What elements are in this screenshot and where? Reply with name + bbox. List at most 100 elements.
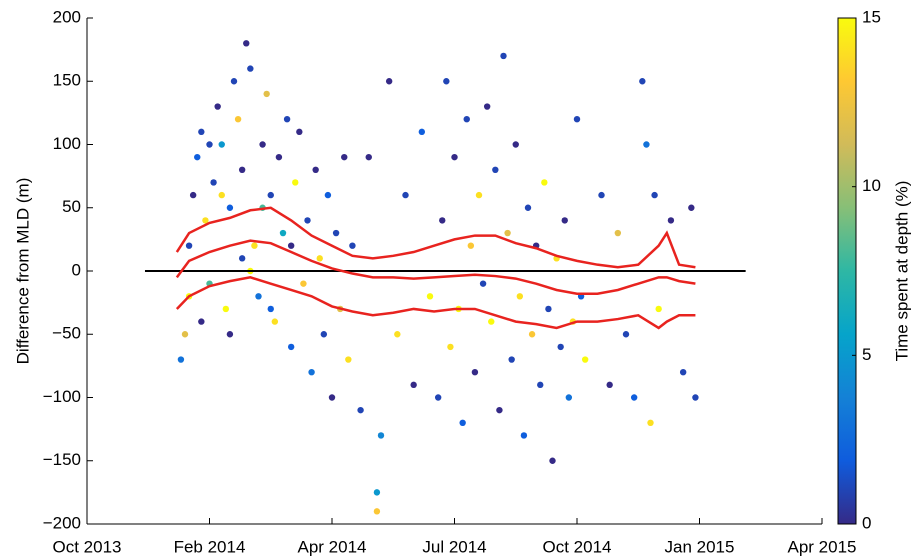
point bbox=[263, 90, 270, 98]
point bbox=[345, 356, 352, 363]
y-axis-label: Difference from MLD (m) bbox=[13, 178, 32, 365]
point bbox=[426, 293, 434, 300]
point bbox=[512, 141, 519, 148]
point bbox=[565, 394, 573, 401]
quantile-line bbox=[175, 239, 696, 296]
point bbox=[210, 179, 217, 186]
point bbox=[218, 141, 225, 148]
point bbox=[467, 242, 475, 249]
point bbox=[251, 242, 258, 249]
point bbox=[304, 217, 311, 224]
point bbox=[267, 191, 274, 199]
point bbox=[630, 394, 638, 401]
point bbox=[300, 280, 307, 287]
point bbox=[238, 166, 246, 173]
point bbox=[496, 406, 503, 414]
point bbox=[243, 40, 250, 47]
point bbox=[296, 128, 303, 136]
quantile-line bbox=[175, 276, 696, 330]
point bbox=[181, 331, 189, 338]
y-tick-label: −100 bbox=[43, 387, 81, 406]
point bbox=[373, 508, 381, 515]
point bbox=[234, 116, 242, 123]
point bbox=[434, 394, 442, 401]
point bbox=[679, 369, 687, 376]
point bbox=[667, 217, 675, 224]
point bbox=[488, 318, 495, 325]
point bbox=[688, 204, 695, 211]
y-tick-label: 0 bbox=[72, 260, 81, 279]
point bbox=[528, 331, 536, 338]
point bbox=[524, 204, 532, 211]
point bbox=[463, 116, 470, 123]
point bbox=[218, 191, 225, 199]
point bbox=[447, 343, 454, 351]
point bbox=[271, 318, 279, 325]
point bbox=[357, 406, 364, 414]
point bbox=[639, 78, 646, 85]
colorbar-tick-label: 0 bbox=[862, 513, 871, 532]
point bbox=[377, 432, 385, 439]
point bbox=[394, 331, 401, 338]
point bbox=[504, 229, 511, 237]
point bbox=[459, 419, 466, 426]
point bbox=[324, 191, 332, 199]
x-tick-label: Jan 2015 bbox=[665, 537, 735, 556]
point bbox=[483, 103, 491, 110]
point bbox=[692, 394, 699, 401]
point bbox=[308, 369, 315, 376]
point bbox=[439, 217, 446, 224]
point bbox=[537, 381, 544, 389]
point bbox=[598, 191, 605, 199]
point bbox=[341, 153, 348, 161]
point bbox=[267, 305, 274, 313]
point bbox=[320, 331, 328, 338]
point bbox=[471, 369, 479, 376]
point bbox=[573, 116, 581, 123]
point bbox=[206, 141, 213, 148]
point bbox=[332, 229, 340, 237]
colorbar bbox=[837, 17, 857, 525]
point bbox=[287, 242, 295, 249]
point bbox=[443, 78, 450, 85]
point bbox=[312, 166, 319, 173]
point bbox=[222, 305, 230, 313]
point bbox=[226, 331, 234, 338]
point bbox=[508, 356, 515, 363]
y-tick-label: 150 bbox=[53, 71, 81, 90]
point bbox=[622, 331, 630, 338]
point bbox=[545, 305, 552, 313]
point bbox=[328, 394, 336, 401]
point bbox=[475, 191, 483, 199]
point bbox=[418, 128, 426, 136]
point bbox=[349, 242, 356, 249]
point bbox=[230, 78, 238, 85]
point bbox=[373, 489, 381, 496]
point bbox=[365, 153, 372, 161]
y-tick-label: −150 bbox=[43, 450, 81, 469]
point bbox=[283, 116, 291, 123]
point bbox=[410, 381, 417, 389]
quantile-line bbox=[175, 206, 696, 269]
point bbox=[287, 343, 295, 351]
x-tick-label: Oct 2013 bbox=[53, 537, 122, 556]
point bbox=[500, 52, 507, 60]
point bbox=[655, 305, 662, 313]
point bbox=[549, 457, 556, 464]
x-tick-label: Oct 2014 bbox=[543, 537, 612, 556]
point bbox=[614, 229, 622, 237]
point bbox=[557, 343, 564, 351]
point bbox=[247, 65, 254, 72]
y-tick-label: 50 bbox=[62, 197, 81, 216]
x-tick-label: Jul 2014 bbox=[422, 537, 486, 556]
point bbox=[643, 141, 650, 148]
point bbox=[581, 356, 589, 363]
point bbox=[520, 432, 528, 439]
point bbox=[606, 381, 613, 389]
point bbox=[238, 255, 246, 262]
point bbox=[541, 179, 548, 186]
point bbox=[214, 103, 221, 110]
colorbar-tick-label: 10 bbox=[862, 176, 881, 195]
point bbox=[259, 141, 266, 148]
